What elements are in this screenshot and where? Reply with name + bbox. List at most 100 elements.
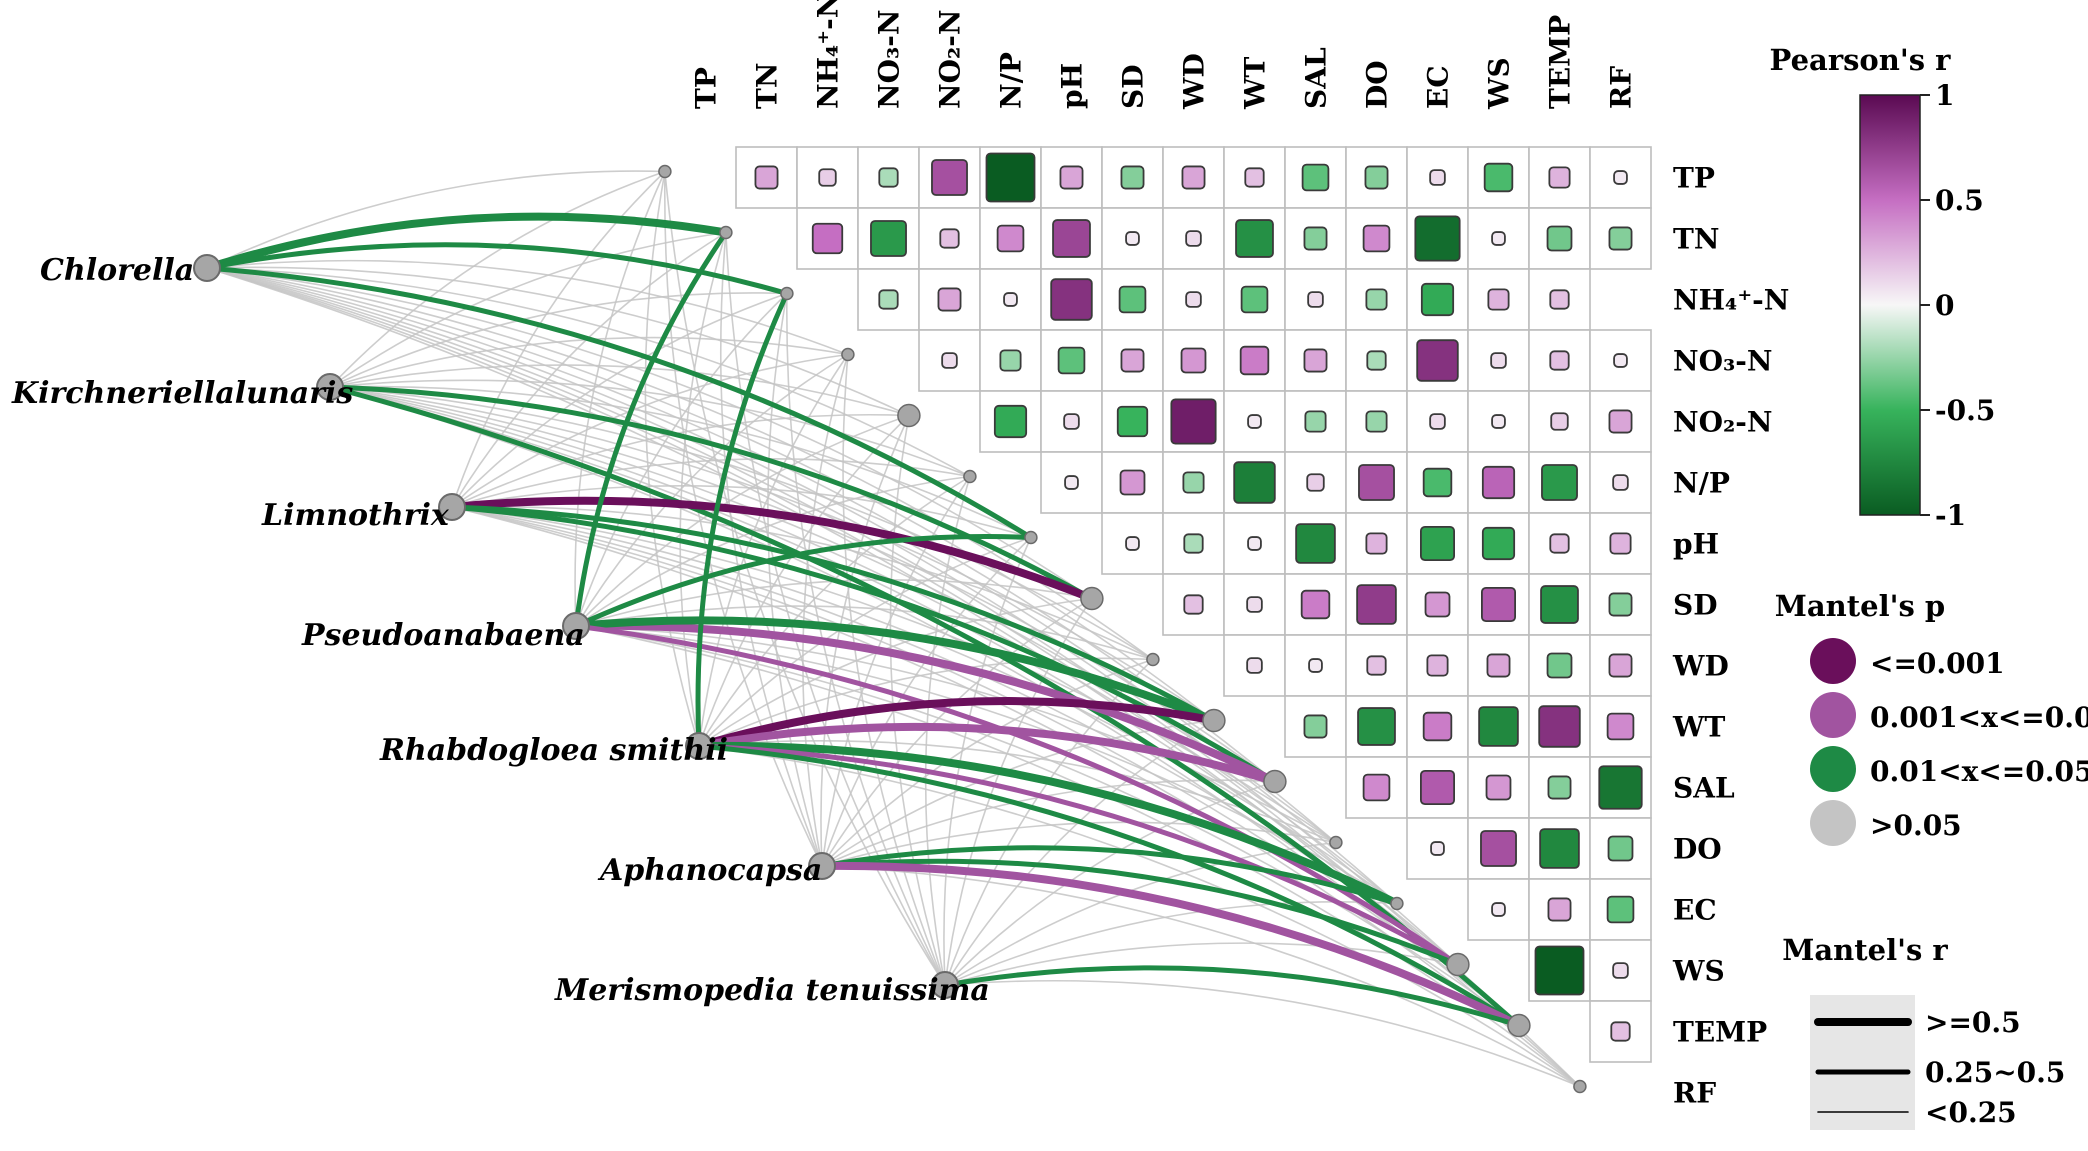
pearson-mark-wd-wt (1246, 657, 1263, 674)
heatmap-cell-temp-rf (1589, 1000, 1652, 1063)
species-labels: Chlorella Kirchneriellalunaris Limnothrix P… (11, 253, 990, 1008)
pearson-mark-nh4-n-ec (1420, 282, 1455, 317)
mantel-r-label: <0.25 (1925, 1096, 2017, 1129)
pearson-mark-do-ec (1430, 841, 1445, 856)
pearson-mark-ph-sal (1295, 523, 1336, 564)
mantel-r-label: >=0.5 (1925, 1006, 2021, 1039)
pearson-mark-no3-n-wt (1239, 345, 1270, 376)
pearson-mark-no3-n-ec (1416, 339, 1459, 382)
legend-pearson-ticks: 1 0.5 0 -0.5 -1 (1920, 79, 1995, 532)
mantel-link-rhabdogloea-smithii-sal (695, 722, 1279, 786)
mantel-p-swatch (1810, 638, 1856, 684)
variable-node-sal (1263, 769, 1287, 794)
mantel-link-aphanocapsa-temp (818, 861, 1523, 1030)
variable-node-do (1329, 835, 1343, 850)
top-label-rf: RF (1605, 66, 1638, 109)
pearson-mark-wd-ws (1486, 653, 1511, 678)
pearson-mark-n-p-temp (1541, 464, 1578, 501)
mantel-link-limnothrix-nh4-n (451, 292, 788, 508)
right-label-ec: EC (1673, 894, 1717, 927)
pearson-mark-ws-rf (1612, 962, 1629, 979)
right-label-do: DO (1673, 833, 1722, 866)
species-label-limnothrix: Limnothrix (261, 498, 450, 533)
pearson-mark-tn-do (1362, 224, 1391, 253)
legend-mantel-p-items: <=0.001 0.001<x<=0.01 0.01<x<=0.05 >0.05 (1810, 638, 2088, 846)
heatmap-cell-nh4-n-ec (1406, 268, 1469, 331)
mantel-link-chlorella-no2-n (206, 266, 910, 417)
mantel-p-label: >0.05 (1870, 809, 1962, 842)
pearson-mark-sal-do (1362, 773, 1391, 802)
mantel-link-merismopedia-tenuissima-no2-n (889, 415, 946, 986)
pearson-mark-wd-rf (1608, 653, 1633, 678)
pearson-mark-no2-n-wd (1170, 398, 1217, 445)
mantel-link-kirchneriellalunaris-n-p (329, 379, 971, 478)
pearson-mark-no2-n-sd (1116, 405, 1149, 438)
right-label-tn: TN (1673, 223, 1719, 256)
pearson-mark-nh4-n-temp (1549, 289, 1570, 310)
variable-node-n-p (963, 469, 977, 484)
top-label-sal: SAL (1300, 47, 1333, 109)
pearson-mark-wt-sal (1303, 714, 1328, 739)
pearson-mark-sd-ws (1481, 587, 1517, 623)
mantel-link-merismopedia-tenuissima-temp (942, 965, 1522, 1028)
pearson-mark-no2-n-sal (1304, 410, 1327, 433)
pearson-mark-wd-do (1366, 655, 1387, 676)
right-label-no2-n: NO₂-N (1673, 406, 1772, 439)
variable-node-wt (1202, 708, 1226, 733)
pearson-mark-ec-temp (1547, 897, 1572, 922)
mantel-link-rhabdogloea-smithii-ws (696, 743, 1461, 967)
pearson-mark-n-p-ec (1422, 467, 1453, 498)
pearson-mark-tp-tn (754, 165, 779, 190)
top-label-ec: EC (1422, 65, 1455, 109)
heatmap-cell-tn-n-p (979, 207, 1042, 270)
pearson-mark-tn-nh4-n (811, 222, 844, 255)
variable-node-sd (1080, 586, 1104, 611)
pearson-mark-tp-ws (1483, 162, 1514, 193)
mantel-link-chlorella-sd (206, 267, 1093, 600)
top-label-wd: WD (1178, 53, 1211, 110)
top-label-ph: pH (1056, 63, 1089, 109)
pearson-mark-do-rf (1607, 835, 1634, 862)
pearson-mark-n-p-rf (1612, 474, 1629, 491)
top-label-tn: TN (751, 63, 784, 109)
pearson-mark-tp-n-p (985, 152, 1036, 203)
pearson-mark-wd-ec (1426, 654, 1449, 677)
pearson-mark-temp-rf (1610, 1021, 1631, 1042)
right-label-rf: RF (1673, 1077, 1716, 1110)
mantel-link-chlorella-nh4-n (204, 242, 790, 296)
pearson-mark-no2-n-ph (1063, 413, 1080, 430)
correlation-heatmap (735, 146, 1652, 1063)
pearson-mark-sal-rf (1598, 765, 1643, 810)
pearson-mark-tp-do (1364, 165, 1389, 190)
pearson-mark-tp-sd (1120, 165, 1145, 190)
mantel-link-rhabdogloea-smithii-n-p (698, 475, 971, 747)
pearson-mark-do-temp (1539, 828, 1580, 869)
legend-mantel-p: Mantel's p <=0.001 0.001<x<=0.01 0.01<x<=0… (1775, 589, 2088, 846)
mantel-link-limnothrix-wd (451, 505, 1154, 661)
mantel-link-chlorella-no3-n (206, 259, 849, 356)
top-label-ws: WS (1483, 57, 1516, 110)
pearson-mark-ec-rf (1606, 895, 1635, 924)
variable-node-tp (658, 164, 672, 179)
legend-mantel-r-title: Mantel's r (1782, 933, 1948, 967)
mantel-link-kirchneriellalunaris-wt (329, 386, 1215, 722)
variable-node-wd (1146, 652, 1160, 667)
pearson-mark-wd-temp (1546, 652, 1573, 679)
mantel-link-limnothrix-tn (451, 231, 727, 508)
pearson-mark-tn-ec (1414, 215, 1461, 262)
mantel-link-rhabdogloea-smithii-ec (695, 741, 1401, 908)
heatmap-right-labels: TP TN NH₄⁺-N NO₃-N NO₂-N N/P pH SD WD WT SAL DO EC WS… (1672, 162, 1789, 1110)
pearson-mark-no3-n-ws (1490, 352, 1507, 369)
pearson-mark-nh4-n-n-p (1003, 292, 1018, 307)
mantel-link-merismopedia-tenuissima-wt (944, 719, 1215, 986)
pearson-mark-n-p-ph (1064, 475, 1079, 490)
mantel-link-merismopedia-tenuissima-wd (944, 658, 1154, 986)
pearson-mark-sd-sal (1300, 589, 1331, 620)
right-label-wd: WD (1672, 650, 1729, 683)
pearson-mark-ph-do (1365, 532, 1388, 555)
mantel-link-aphanocapsa-ws (819, 858, 1461, 967)
mantel-p-label: 0.001<x<=0.01 (1870, 701, 2088, 734)
mantel-link-merismopedia-tenuissima-rf (944, 979, 1581, 1088)
pearson-mark-sal-ws (1485, 774, 1512, 801)
mantel-link-rhabdogloea-smithii-tp (644, 171, 700, 747)
